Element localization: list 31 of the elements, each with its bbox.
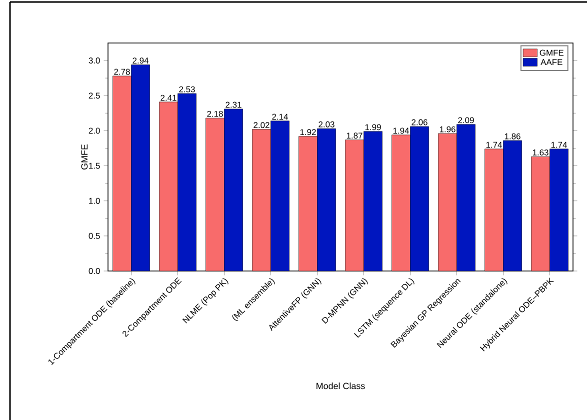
data-label: 2.09 [458, 117, 474, 124]
data-label: 2.94 [132, 58, 149, 64]
data-label: 2.41 [160, 94, 176, 101]
data-label: 1.94 [393, 128, 410, 134]
data-label: 1.74 [551, 142, 567, 148]
x-axis-title: Model Class [316, 382, 365, 390]
y-tick-label: 0.5 [88, 232, 100, 239]
y-tick-label: 1.0 [89, 198, 100, 204]
data-label: 1.74 [486, 142, 502, 148]
legend-label: GMFE [540, 50, 564, 56]
y-tick-label: 2.0 [88, 128, 100, 134]
y-tick-label: 0.0 [88, 268, 100, 274]
data-label: 1.92 [300, 129, 316, 136]
data-label: 2.14 [272, 114, 288, 120]
data-label: 1.86 [504, 133, 520, 140]
data-label: 1.63 [532, 149, 548, 156]
y-tick-label: 1.5 [89, 162, 100, 169]
data-label: 2.53 [179, 86, 195, 92]
data-label: 1.96 [440, 126, 456, 132]
data-label: 2.06 [412, 119, 428, 126]
data-label: 2.03 [318, 121, 334, 128]
data-label: 2.31 [226, 102, 242, 108]
data-label: 1.99 [365, 124, 381, 130]
data-label: 2.18 [207, 110, 223, 117]
y-tick-label: 2.5 [88, 92, 100, 99]
legend-label: AAFE [540, 59, 562, 65]
y-tick-label: 3.0 [88, 58, 100, 64]
data-label: 2.78 [114, 68, 130, 75]
y-axis-title: GMFE [81, 144, 88, 170]
data-label: 1.87 [346, 132, 362, 139]
data-label: 2.02 [254, 122, 270, 128]
